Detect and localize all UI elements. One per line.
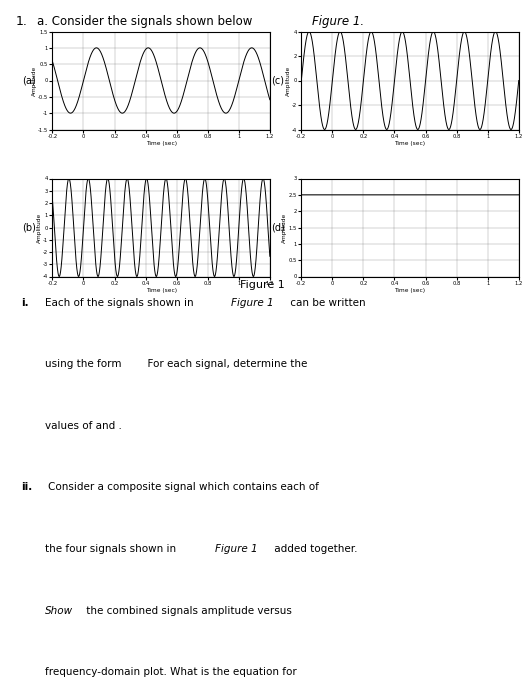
Text: can be written: can be written	[287, 298, 366, 307]
Text: Figure 1: Figure 1	[215, 544, 257, 554]
Text: the combined signals amplitude versus: the combined signals amplitude versus	[83, 606, 292, 615]
Text: (a): (a)	[22, 76, 36, 85]
Text: (b): (b)	[22, 223, 36, 232]
Y-axis label: Amplitude: Amplitude	[282, 212, 287, 243]
Text: (d): (d)	[271, 223, 285, 232]
Text: 1.: 1.	[16, 15, 28, 29]
Y-axis label: Amplitude: Amplitude	[37, 212, 41, 243]
Text: Figure 1: Figure 1	[239, 280, 285, 290]
Y-axis label: Amplitude: Amplitude	[286, 65, 290, 96]
Text: Each of the signals shown in: Each of the signals shown in	[45, 298, 196, 307]
Y-axis label: Amplitude: Amplitude	[31, 65, 37, 96]
Text: Consider a composite signal which contains each of: Consider a composite signal which contai…	[48, 482, 319, 492]
Text: Show: Show	[45, 606, 73, 615]
Text: values of and .: values of and .	[45, 421, 122, 430]
Text: the four signals shown in: the four signals shown in	[45, 544, 179, 554]
X-axis label: Time (sec): Time (sec)	[146, 141, 177, 146]
Text: a. Consider the signals shown below: a. Consider the signals shown below	[37, 15, 256, 29]
Text: i.: i.	[21, 298, 29, 307]
Text: added together.: added together.	[271, 544, 358, 554]
Text: ii.: ii.	[21, 482, 32, 492]
Text: (c): (c)	[271, 76, 284, 85]
X-axis label: Time (sec): Time (sec)	[395, 141, 425, 146]
Text: using the form        For each signal, determine the: using the form For each signal, determin…	[45, 359, 307, 369]
X-axis label: Time (sec): Time (sec)	[146, 288, 177, 293]
X-axis label: Time (sec): Time (sec)	[395, 288, 425, 293]
Text: Figure 1: Figure 1	[231, 298, 273, 307]
Text: Figure 1.: Figure 1.	[312, 15, 364, 29]
Text: frequency-domain plot. What is the equation for: frequency-domain plot. What is the equat…	[45, 667, 296, 677]
